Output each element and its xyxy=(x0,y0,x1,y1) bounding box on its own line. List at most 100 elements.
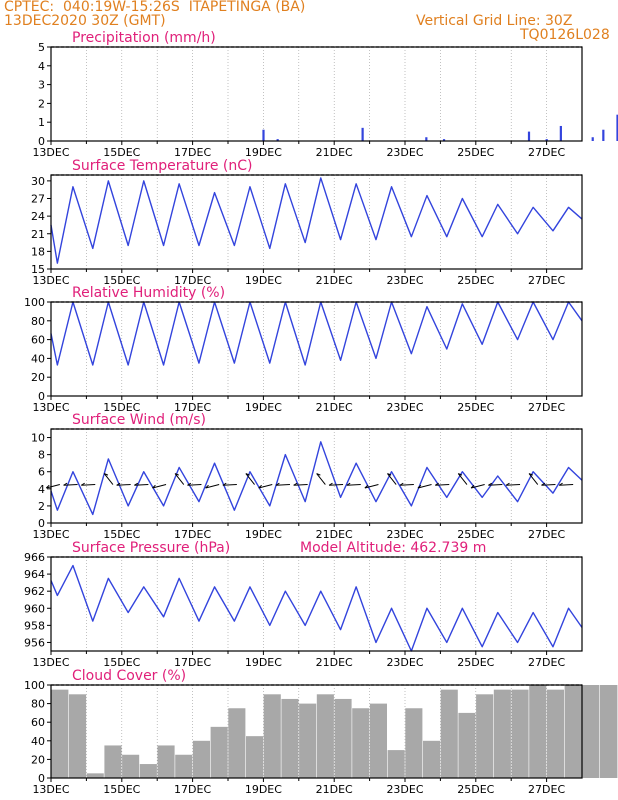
wind-arrow-head xyxy=(316,473,321,476)
series-line xyxy=(50,301,583,366)
wind-arrow-head xyxy=(488,482,493,486)
panel-title: Surface Temperature (nC) xyxy=(72,158,253,174)
x-tick-label: 15DEC xyxy=(103,656,140,669)
wind-arrow xyxy=(103,473,114,485)
y-tick-label: 4 xyxy=(38,483,45,496)
y-tick-label: 964 xyxy=(24,568,45,581)
wind-arrow-head xyxy=(387,473,392,476)
wind-arrow-head xyxy=(275,482,280,486)
cloud-bar xyxy=(600,685,618,778)
cloud-bar xyxy=(228,708,246,778)
wind-arrow xyxy=(258,484,273,489)
x-tick-label: 25DEC xyxy=(457,274,494,287)
y-tick-label: 40 xyxy=(31,352,45,365)
cloud-bar xyxy=(369,703,387,778)
cloud-bar xyxy=(511,689,529,778)
precip-bar xyxy=(527,131,531,141)
wind-arrow-head xyxy=(116,482,121,486)
wind-arrow-head xyxy=(245,473,250,476)
x-tick-label: 21DEC xyxy=(316,401,353,414)
x-tick-label: 15DEC xyxy=(103,528,140,541)
wind-arrow xyxy=(387,473,397,485)
wind-arrow-head xyxy=(346,482,351,486)
y-tick-label: 100 xyxy=(24,296,45,309)
station-header: CPTEC: 040:19W-15:26S ITAPETINGA (BA) xyxy=(4,0,306,15)
y-tick-label: 20 xyxy=(31,371,45,384)
wind-arrow xyxy=(187,484,202,486)
grid-line-header: Vertical Grid Line: 30Z xyxy=(416,13,573,29)
wind-arrow xyxy=(457,473,468,485)
x-tick-label: 19DEC xyxy=(245,656,282,669)
y-tick-label: 27 xyxy=(31,193,45,206)
y-tick-label: 960 xyxy=(24,602,45,615)
wind-arrow-head xyxy=(528,473,533,476)
y-tick-label: 5 xyxy=(38,41,45,54)
wind-arrow-head xyxy=(417,484,422,489)
wind-arrow xyxy=(152,484,167,489)
y-tick-label: 100 xyxy=(24,679,45,692)
wind-arrow-head xyxy=(81,482,85,486)
x-tick-label: 15DEC xyxy=(103,146,140,159)
x-tick-label: 25DEC xyxy=(457,783,494,796)
x-tick-label: 27DEC xyxy=(528,146,565,159)
wind-arrow-head xyxy=(222,482,227,486)
x-tick-label: 19DEC xyxy=(245,274,282,287)
x-tick-label: 21DEC xyxy=(316,528,353,541)
wind-arrow xyxy=(316,473,326,485)
cloud-bar xyxy=(299,703,317,778)
panel-frame xyxy=(50,428,583,524)
wind-arrow-head xyxy=(174,473,179,476)
cloud-bar xyxy=(316,694,334,778)
x-tick-label: 27DEC xyxy=(528,783,565,796)
x-tick-label: 19DEC xyxy=(245,401,282,414)
x-tick-label: 21DEC xyxy=(316,783,353,796)
wind-arrow xyxy=(329,484,344,486)
y-tick-label: 958 xyxy=(24,619,45,632)
precip-bar xyxy=(442,139,446,141)
precip-bar xyxy=(591,137,594,141)
y-tick-label: 60 xyxy=(31,716,45,729)
precip-bar xyxy=(602,129,605,141)
panel-frame xyxy=(50,556,583,652)
cloud-bar xyxy=(210,726,228,778)
panel-frame xyxy=(50,174,583,270)
x-tick-label: 27DEC xyxy=(528,528,565,541)
y-tick-label: 0 xyxy=(38,772,45,785)
wind-arrow-head xyxy=(152,484,156,489)
x-tick-label: 27DEC xyxy=(528,401,565,414)
cloud-bar xyxy=(546,689,564,778)
wind-arrow xyxy=(506,484,521,486)
cloud-bar xyxy=(263,694,281,778)
y-tick-label: 21 xyxy=(31,228,45,241)
wind-arrow xyxy=(470,484,485,489)
cloud-bar xyxy=(104,745,122,778)
wind-arrow xyxy=(364,484,379,489)
x-tick-label: 15DEC xyxy=(103,401,140,414)
panel-title: Surface Pressure (hPa) xyxy=(72,540,230,556)
wind-arrow-head xyxy=(470,484,475,489)
x-tick-label: 23DEC xyxy=(386,783,423,796)
wind-arrow-head xyxy=(104,473,109,476)
x-tick-label: 17DEC xyxy=(174,783,211,796)
y-tick-label: 956 xyxy=(24,636,45,649)
y-tick-label: 962 xyxy=(24,585,45,598)
wind-arrow xyxy=(435,484,450,486)
x-tick-label: 17DEC xyxy=(174,528,211,541)
series-line xyxy=(50,441,583,516)
model-id-header: TQ0126L028 xyxy=(520,27,610,43)
cloud-bar xyxy=(122,754,140,778)
cloud-bar xyxy=(246,736,264,778)
cloud-bar xyxy=(192,740,210,778)
y-tick-label: 8 xyxy=(38,449,45,462)
x-tick-label: 25DEC xyxy=(457,656,494,669)
cloud-bar xyxy=(476,694,494,778)
panel-title: Surface Wind (m/s) xyxy=(72,412,206,428)
y-tick-label: 1 xyxy=(38,116,45,129)
panel-frame xyxy=(50,46,583,142)
cloud-bar xyxy=(69,694,87,778)
wind-arrow-head xyxy=(258,484,262,489)
wind-arrow xyxy=(245,473,255,485)
x-tick-label: 19DEC xyxy=(245,528,282,541)
series-line xyxy=(50,177,583,264)
